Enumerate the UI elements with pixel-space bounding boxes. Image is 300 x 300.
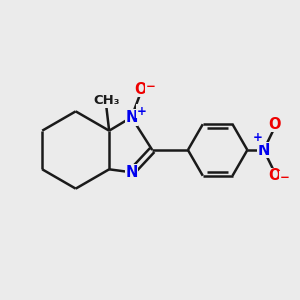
Text: +: + — [137, 105, 147, 118]
Text: O: O — [268, 168, 280, 183]
Text: N: N — [257, 142, 270, 158]
Text: O: O — [134, 82, 147, 97]
Text: O: O — [268, 117, 280, 132]
Text: +: + — [253, 131, 263, 144]
Text: CH₃: CH₃ — [93, 94, 119, 107]
Text: N: N — [125, 110, 138, 125]
Text: N: N — [125, 165, 138, 180]
Text: −: − — [146, 80, 156, 94]
Text: −: − — [280, 171, 290, 184]
